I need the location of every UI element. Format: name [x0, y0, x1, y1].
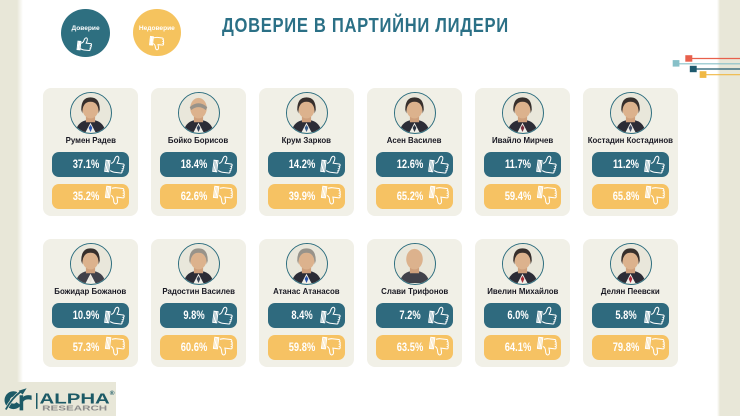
- svg-text:ALPHA: ALPHA: [40, 391, 111, 407]
- svg-text:RESEARCH: RESEARCH: [42, 403, 107, 412]
- svg-text:®: ®: [110, 389, 115, 397]
